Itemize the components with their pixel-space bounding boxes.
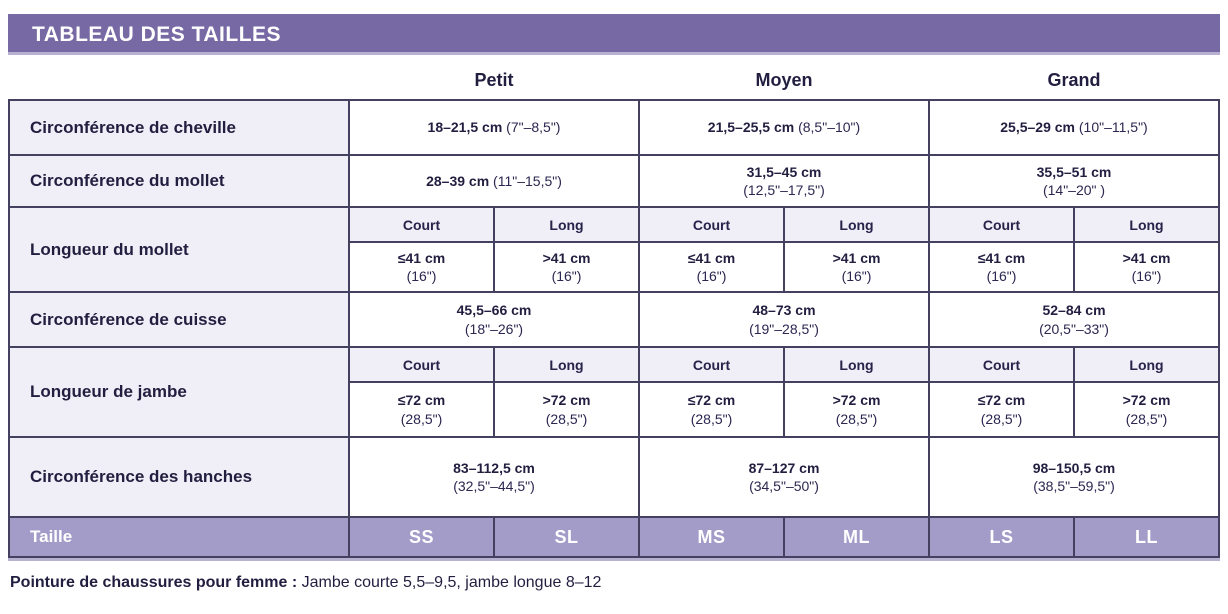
cell-calf-len-petit-court: ≤41 cm (16") xyxy=(348,241,495,293)
column-header-moyen: Moyen xyxy=(639,55,929,100)
subheader-petit-long: Long xyxy=(493,206,640,243)
group-header-spacer xyxy=(9,55,349,100)
cell-hips-grand: 98–150,5 cm (38,5"–59,5") xyxy=(928,436,1220,518)
cell-thigh-petit: 45,5–66 cm (18"–26") xyxy=(348,291,640,348)
cell-leg-len-petit-court: ≤72 cm (28,5") xyxy=(348,381,495,438)
cell-leg-len-grand-long: >72 cm (28,5") xyxy=(1073,381,1220,438)
cell-thigh-grand: 52–84 cm (20,5"–33") xyxy=(928,291,1220,348)
row-label-calf-length: Longueur du mollet xyxy=(8,206,350,293)
row-label-leg-length: Longueur de jambe xyxy=(8,346,350,438)
cell-hips-petit: 83–112,5 cm (32,5"–44,5") xyxy=(348,436,640,518)
subheader-moyen-long: Long xyxy=(783,206,930,243)
row-leg-length-subheader: Longueur de jambe Court Long Court Long … xyxy=(8,346,1220,438)
subheader-petit-court: Court xyxy=(348,346,495,383)
cell-size-ll: LL xyxy=(1073,516,1220,558)
cell-size-ms: MS xyxy=(638,516,785,558)
row-label-size: Taille xyxy=(8,516,350,558)
row-hip-circumference: Circonférence des hanches 83–112,5 cm (3… xyxy=(8,436,1220,518)
cell-calf-len-moyen-long: >41 cm (16") xyxy=(783,241,930,293)
row-ankle-circumference: Circonférence de cheville 18–21,5 cm (7"… xyxy=(8,99,1220,156)
row-label-hips: Circonférence des hanches xyxy=(8,436,350,518)
row-leg-length-values: ≤72 cm (28,5") >72 cm (28,5") ≤72 cm (28… xyxy=(9,381,1220,438)
subheader-petit-long: Long xyxy=(493,346,640,383)
cell-calf-len-grand-long: >41 cm (16") xyxy=(1073,241,1220,293)
cell-ankle-moyen: 21,5–25,5 cm (8,5"–10") xyxy=(638,99,930,156)
page-title: TABLEAU DES TAILLES xyxy=(32,23,282,46)
subheader-grand-long: Long xyxy=(1073,346,1220,383)
cell-leg-len-petit-long: >72 cm (28,5") xyxy=(493,381,640,438)
column-header-petit: Petit xyxy=(349,55,639,100)
row-calf-length-values: ≤41 cm (16") >41 cm (16") ≤41 cm (16") >… xyxy=(9,241,1220,293)
cell-size-ls: LS xyxy=(928,516,1075,558)
cell-hips-moyen: 87–127 cm (34,5"–50") xyxy=(638,436,930,518)
cell-size-ml: ML xyxy=(783,516,930,558)
row-size-codes: Taille SS SL MS ML LS LL xyxy=(8,516,1220,558)
subheader-moyen-court: Court xyxy=(638,346,785,383)
cell-ankle-grand: 25,5–29 cm (10"–11,5") xyxy=(928,99,1220,156)
cell-calf-len-moyen-court: ≤41 cm (16") xyxy=(638,241,785,293)
row-label-ankle: Circonférence de cheville xyxy=(8,99,350,156)
cell-calf-circ-moyen: 31,5–45 cm (12,5"–17,5") xyxy=(638,154,930,208)
subheader-moyen-court: Court xyxy=(638,206,785,243)
footnote-label: Pointure de chaussures pour femme : xyxy=(10,574,298,591)
cell-calf-len-grand-court: ≤41 cm (16") xyxy=(928,241,1075,293)
subheader-petit-court: Court xyxy=(348,206,495,243)
cell-size-sl: SL xyxy=(493,516,640,558)
cell-size-ss: SS xyxy=(348,516,495,558)
column-header-grand: Grand xyxy=(929,55,1219,100)
size-group-header-row: Petit Moyen Grand xyxy=(9,55,1219,100)
subheader-moyen-long: Long xyxy=(783,346,930,383)
subheader-grand-court: Court xyxy=(928,206,1075,243)
cell-calf-circ-petit: 28–39 cm (11"–15,5") xyxy=(348,154,640,208)
row-label-calf-circumference: Circonférence du mollet xyxy=(8,154,350,208)
cell-leg-len-grand-court: ≤72 cm (28,5") xyxy=(928,381,1075,438)
cell-leg-len-moyen-long: >72 cm (28,5") xyxy=(783,381,930,438)
size-table: Petit Moyen Grand Circonférence de chevi… xyxy=(8,55,1220,558)
row-label-thigh: Circonférence de cuisse xyxy=(8,291,350,348)
subheader-grand-long: Long xyxy=(1073,206,1220,243)
cell-thigh-moyen: 48–73 cm (19"–28,5") xyxy=(638,291,930,348)
cell-ankle-petit: 18–21,5 cm (7"–8,5") xyxy=(348,99,640,156)
title-bar: TABLEAU DES TAILLES xyxy=(8,14,1220,55)
row-calf-length-subheader: Longueur du mollet Court Long Court Long… xyxy=(8,206,1220,293)
cell-leg-len-moyen-court: ≤72 cm (28,5") xyxy=(638,381,785,438)
shoe-size-footnote: Pointure de chaussures pour femme : Jamb… xyxy=(8,574,1220,592)
footnote-text: Jambe courte 5,5–9,5, jambe longue 8–12 xyxy=(301,574,602,591)
subheader-grand-court: Court xyxy=(928,346,1075,383)
cell-calf-len-petit-long: >41 cm (16") xyxy=(493,241,640,293)
cell-calf-circ-grand: 35,5–51 cm (14"–20" ) xyxy=(928,154,1220,208)
row-thigh-circumference: Circonférence de cuisse 45,5–66 cm (18"–… xyxy=(8,291,1220,348)
row-calf-circumference: Circonférence du mollet 28–39 cm (11"–15… xyxy=(8,154,1220,208)
